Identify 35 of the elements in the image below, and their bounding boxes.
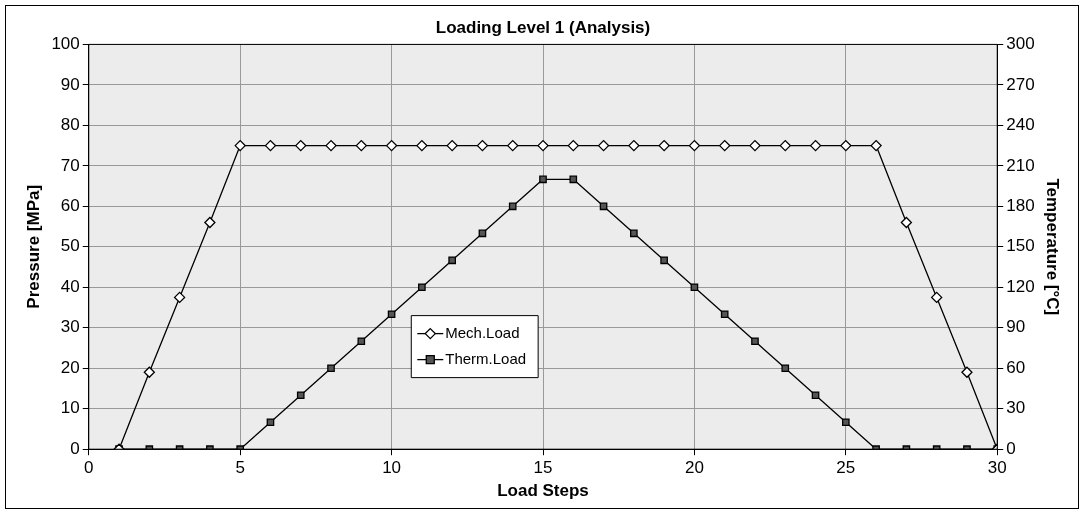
y2-tick-label: 240 [1006,115,1035,135]
x-tick-label: 0 [84,458,94,478]
legend-label: Mech.Load [445,323,520,341]
x-tick-label: 25 [836,458,856,478]
y2-tick-label: 300 [1006,34,1035,54]
y2-tick-label: 0 [1006,438,1016,458]
x-tick-label: 10 [382,458,402,478]
x-tick-label: 5 [235,458,245,478]
chart-title: Loading Level 1 (Analysis) [435,17,651,37]
x-tick-label: 30 [987,458,1007,478]
legend-label: Therm.Load [445,349,527,367]
y2-tick-label: 90 [1006,317,1026,337]
y-tick-label: 0 [70,438,80,458]
y2-tick-label: 120 [1006,276,1035,296]
x-axis-title: Load Steps [497,481,589,501]
y-tick-label: 80 [60,115,80,135]
y-tick-label: 50 [60,236,80,256]
y2-tick-label: 150 [1006,236,1035,256]
y-tick-label: 30 [60,317,80,337]
y-tick-label: 70 [60,155,80,175]
y-tick-label: 10 [60,398,80,418]
y2-tick-label: 30 [1006,398,1026,418]
x-tick-label: 20 [684,458,704,478]
y2-tick-label: 210 [1006,155,1035,175]
y2-tick-label: 270 [1006,74,1035,94]
y-tick-label: 100 [51,34,80,54]
y2-axis-title: Temperature [°C] [1043,178,1063,316]
y-tick-label: 20 [60,357,80,377]
y-tick-label: 60 [60,196,80,216]
y-tick-label: 90 [60,74,80,94]
y-axis-title: Pressure [MPa] [23,184,43,309]
y-tick-label: 40 [60,276,80,296]
y2-tick-label: 180 [1006,196,1035,216]
x-tick-label: 15 [533,458,553,478]
y2-tick-label: 60 [1006,357,1026,377]
